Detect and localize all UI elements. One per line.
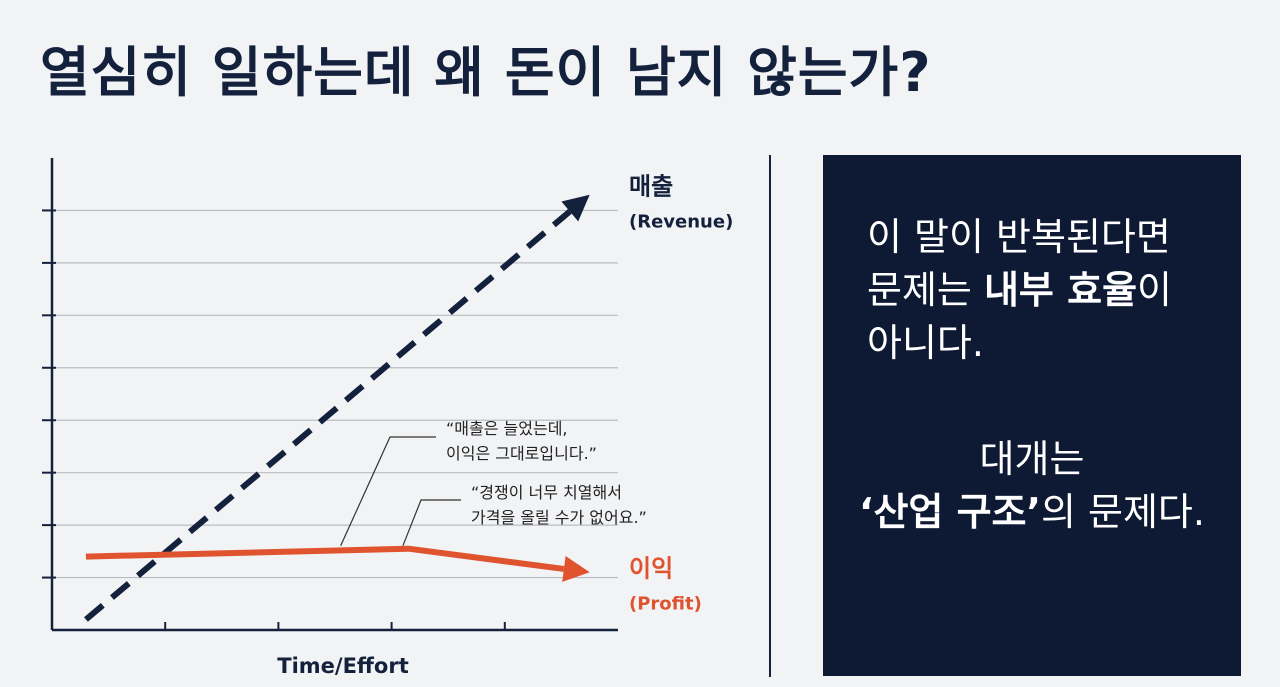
x-axis-label: Time/Effort — [277, 654, 409, 678]
annotation-text-1-0: “경쟁이 너무 치열해서 — [471, 483, 622, 502]
series-label-0: 매출 — [629, 173, 673, 201]
annotation-leader-0 — [340, 436, 436, 546]
message-paragraph-2: 대개는 ‘산업 구조’의 문제다. — [823, 433, 1241, 539]
series-arrowhead-1 — [562, 556, 590, 582]
message-line-5-post: 의 문제다. — [1040, 490, 1205, 534]
message-line-2-bold: 내부 효율 — [983, 268, 1138, 312]
series-arrowhead-0 — [561, 194, 590, 222]
annotation-text-0-1: 이익은 그대로입니다.” — [446, 444, 597, 463]
message-line-2-pre: 문제는 — [867, 268, 984, 312]
message-line-4: 대개는 — [979, 437, 1085, 481]
divider — [769, 155, 771, 677]
series-line-0 — [84, 209, 572, 622]
series-sublabel-1: (Profit) — [629, 593, 702, 614]
annotation-leader-1 — [402, 499, 461, 546]
message-line-2-post: 이 — [1137, 268, 1173, 312]
series-label-1: 이익 — [629, 554, 673, 582]
series-line-1 — [85, 545, 565, 572]
annotation-text-1-1: 가격을 올릴 수가 없어요.” — [471, 508, 647, 527]
message-line-3: 아니다. — [867, 321, 984, 365]
message-line-5-bold: ‘산업 구조’ — [859, 490, 1041, 534]
page-title: 열심히 일하는데 왜 돈이 남지 않는가? — [40, 41, 932, 104]
series-sublabel-0: (Revenue) — [629, 212, 733, 233]
annotation-text-0-0: “매촐은 늘었는데, — [446, 419, 568, 438]
message-line-1: 이 말이 반복된다면 — [867, 215, 1171, 259]
